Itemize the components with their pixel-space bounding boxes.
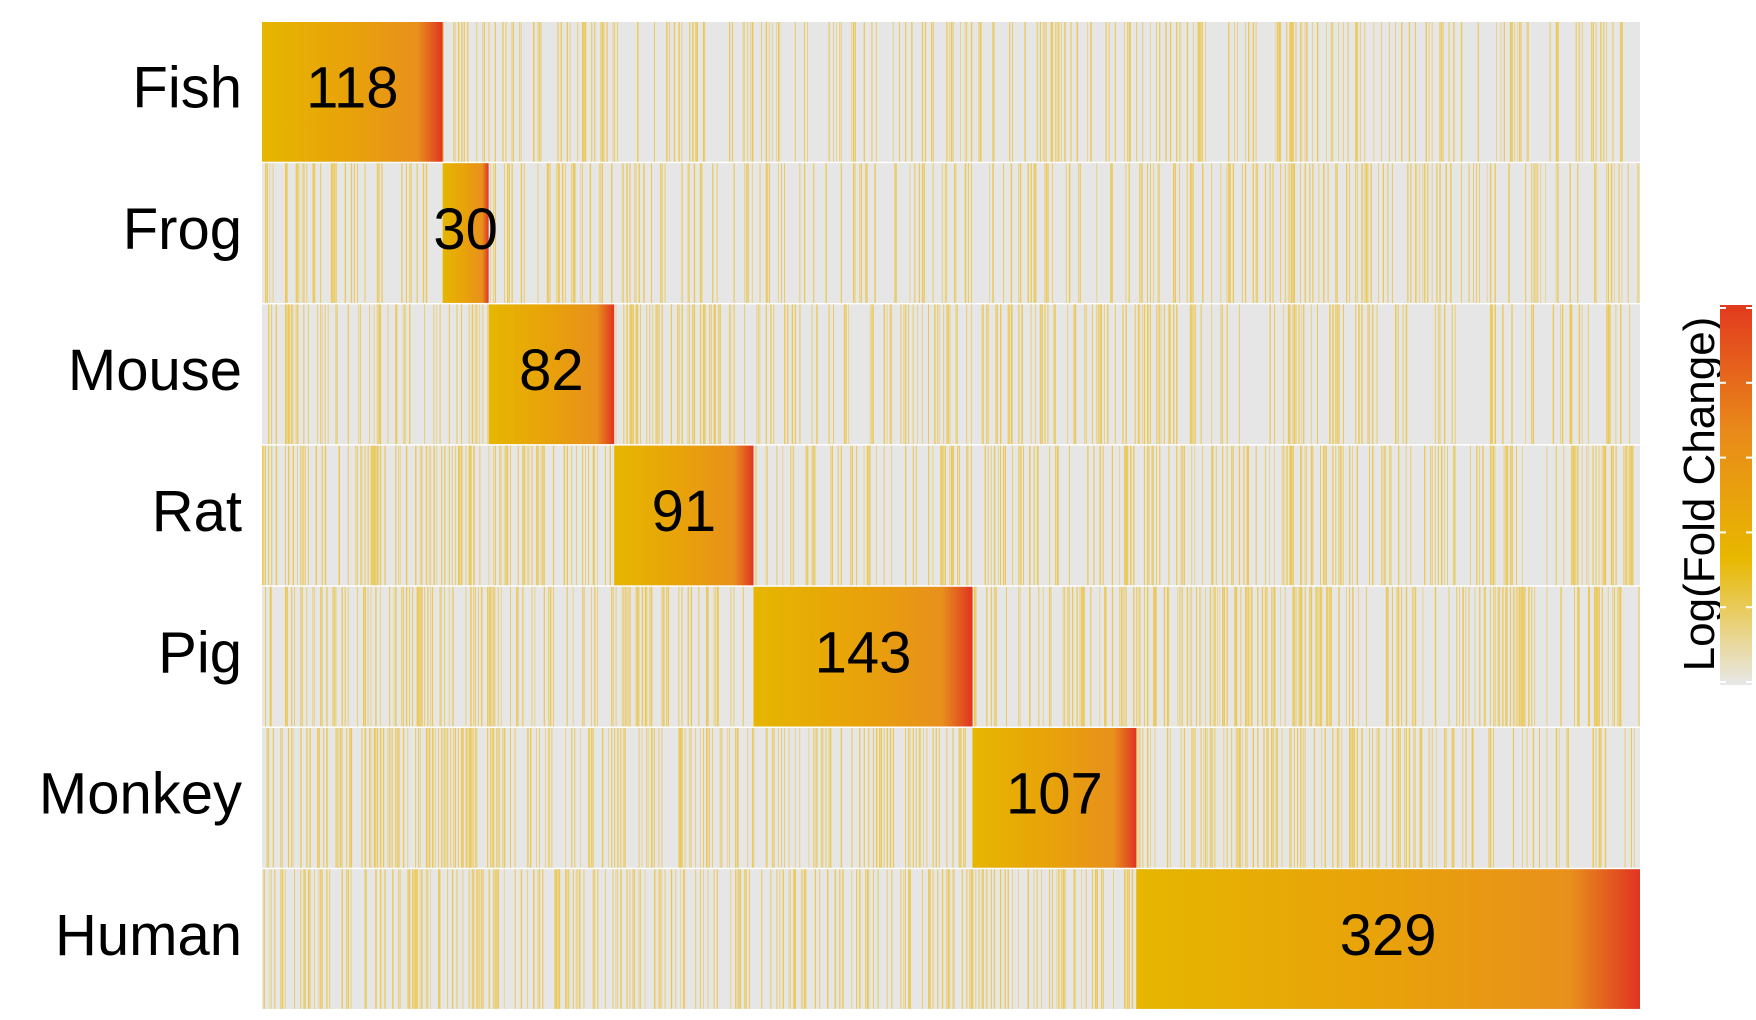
heatmap-row-pig: 143 bbox=[262, 586, 1640, 727]
row-stripes bbox=[266, 728, 1635, 868]
row-label-frog: Frog bbox=[123, 197, 242, 262]
block-frog bbox=[442, 163, 489, 303]
block-label-monkey: 107 bbox=[1006, 762, 1103, 827]
row-labels: Fish Frog Mouse Rat Pig Monkey Human bbox=[39, 56, 242, 968]
row-label-monkey: Monkey bbox=[39, 762, 242, 827]
heatmap-row-fish: 118 bbox=[262, 22, 1640, 162]
row-label-rat: Rat bbox=[152, 479, 242, 544]
row-label-mouse: Mouse bbox=[68, 338, 242, 403]
heatmap-row-frog: 30 bbox=[262, 163, 1640, 303]
block-fish bbox=[262, 22, 443, 162]
row-stripes bbox=[262, 445, 1634, 586]
block-monkey bbox=[972, 728, 1137, 868]
legend-colorbar bbox=[1720, 305, 1752, 685]
row-stripes bbox=[442, 22, 1623, 162]
block-mouse bbox=[488, 304, 615, 445]
heatmap-row-mouse: 82 bbox=[262, 304, 1640, 445]
row-stripes bbox=[265, 163, 1640, 303]
block-label-frog: 30 bbox=[433, 197, 498, 262]
row-label-pig: Pig bbox=[158, 620, 242, 685]
block-human bbox=[1136, 869, 1640, 1009]
heatmap-row-human: 329 bbox=[262, 869, 1640, 1009]
row-stripes bbox=[268, 304, 1631, 445]
row-background bbox=[262, 728, 1640, 868]
legend-title: Log(Fold Change) bbox=[1675, 317, 1724, 672]
row-label-human: Human bbox=[55, 903, 242, 968]
block-label-human: 329 bbox=[1340, 903, 1437, 968]
color-legend: Log(Fold Change) bbox=[1675, 305, 1752, 685]
block-label-fish: 118 bbox=[306, 56, 398, 121]
row-stripes bbox=[265, 586, 1640, 727]
heatmap-rows: 118 30 82 91 143 107 329 bbox=[262, 22, 1640, 1009]
block-pig bbox=[753, 586, 973, 727]
block-label-mouse: 82 bbox=[519, 338, 584, 403]
block-label-rat: 91 bbox=[652, 479, 717, 544]
block-label-pig: 143 bbox=[815, 620, 912, 685]
row-label-fish: Fish bbox=[132, 56, 242, 121]
block-rat bbox=[614, 445, 754, 586]
heatmap-row-monkey: 107 bbox=[262, 728, 1640, 868]
heatmap-row-rat: 91 bbox=[262, 445, 1640, 586]
